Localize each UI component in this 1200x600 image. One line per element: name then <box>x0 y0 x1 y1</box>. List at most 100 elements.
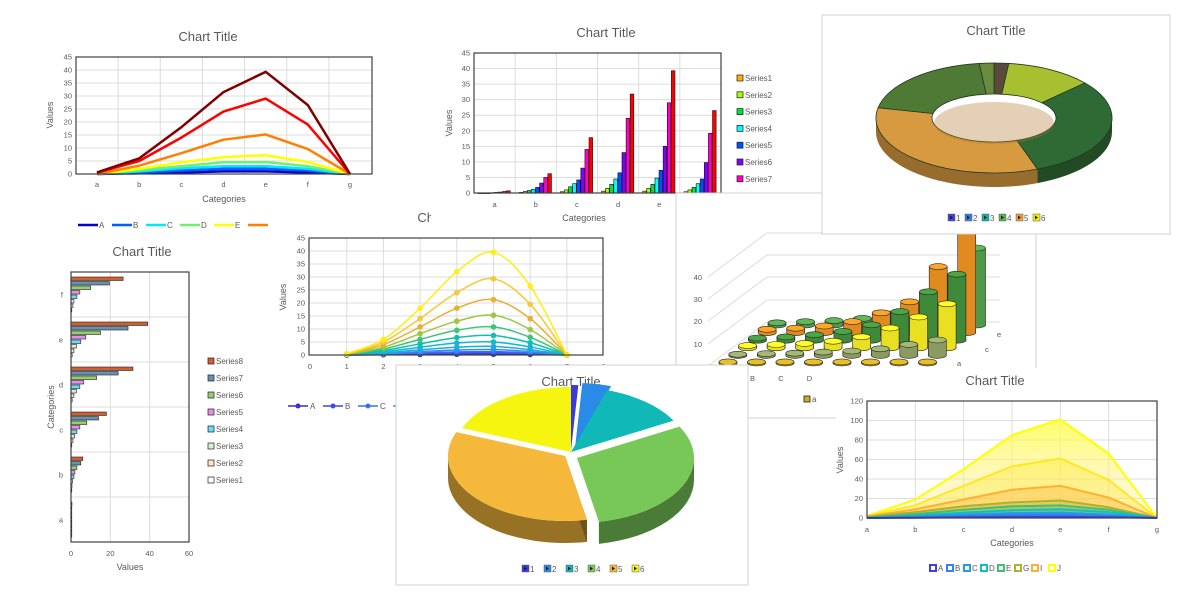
area-line <box>866 484 1158 519</box>
pie-slice[interactable] <box>448 432 587 521</box>
legend-label: a <box>812 395 817 404</box>
legend-label: E <box>235 221 240 230</box>
legend-marker[interactable] <box>207 476 215 484</box>
bar <box>543 177 548 194</box>
doughnut-side <box>876 118 1038 188</box>
bar <box>70 425 81 430</box>
doughnut-chart[interactable]: Chart Title 1 2 3 4 5 6 <box>821 14 1171 235</box>
legend-marker[interactable] <box>1048 564 1056 572</box>
cylinder-top <box>718 358 738 366</box>
legend-marker[interactable] <box>997 564 1005 572</box>
pie-slice[interactable] <box>571 390 674 452</box>
legend-marker[interactable] <box>736 91 744 99</box>
depth-label: a <box>957 359 962 368</box>
legend-marker[interactable] <box>736 74 744 82</box>
y-tick-label: 25 <box>297 286 305 295</box>
y-tick-label: a <box>59 516 64 525</box>
x-tick-label: b <box>913 525 917 534</box>
pie-slice[interactable] <box>462 387 571 452</box>
legend-marker[interactable] <box>207 442 215 450</box>
horizontal-bar-chart[interactable]: Chart Title Values Categories 0 20 40 60 a b c d e f… <box>40 240 280 585</box>
legend-marker[interactable] <box>1031 564 1039 572</box>
legend-marker[interactable] <box>963 564 971 572</box>
legend-glyph-icon <box>546 566 549 571</box>
cylinder-body <box>871 348 889 356</box>
legend-label: B <box>345 402 350 411</box>
legend-marker[interactable] <box>736 108 744 115</box>
doughnut-segment[interactable] <box>1016 82 1113 170</box>
legend-marker[interactable] <box>929 564 937 572</box>
data-point <box>380 336 387 343</box>
bar <box>691 187 696 194</box>
legend-marker[interactable] <box>803 395 811 403</box>
pie-slice[interactable] <box>571 385 579 450</box>
cylinder-top <box>748 334 767 342</box>
legend-marker[interactable] <box>1014 564 1022 572</box>
data-point <box>454 344 460 351</box>
area-chart[interactable]: Chart Title Categories Values 0 20 40 60 80 100 1… <box>835 368 1196 593</box>
legend-marker[interactable] <box>207 408 215 416</box>
doughnut-segment[interactable] <box>875 107 1039 174</box>
x-tick-label: f <box>1108 525 1111 534</box>
legend-marker[interactable] <box>207 425 215 433</box>
area-line <box>866 504 1158 519</box>
doughnut-segment[interactable] <box>877 63 987 114</box>
data-point <box>417 330 423 337</box>
y-tick-label: 10 <box>64 144 72 153</box>
y-tick-label: 45 <box>462 49 470 58</box>
cylinder-top <box>796 318 815 326</box>
legend-marker[interactable] <box>736 158 744 166</box>
x-tick-label: d <box>1010 525 1014 534</box>
doughnut-segment[interactable] <box>978 62 995 95</box>
legend-marker[interactable] <box>736 125 744 132</box>
cylinder-top <box>889 358 909 366</box>
plot-area-border <box>308 237 604 356</box>
legend-marker[interactable] <box>207 391 215 399</box>
legend-marker[interactable] <box>207 459 215 467</box>
cylinder-top <box>861 358 880 366</box>
legend-marker[interactable] <box>736 175 744 183</box>
legend-label: Series7 <box>745 175 773 184</box>
chart-title: Chart Title <box>966 23 1025 38</box>
pie-slice[interactable] <box>577 426 695 522</box>
legend-label: 6 <box>1041 214 1046 223</box>
column-chart[interactable]: Chart Title Categories Values 0 5 10 15 20 25 30 3… <box>431 12 821 228</box>
legend-marker[interactable] <box>207 357 215 365</box>
z-tick-label: 40 <box>694 273 702 282</box>
bar <box>70 420 88 425</box>
bar <box>70 330 101 335</box>
bar <box>576 179 581 194</box>
legend-label: 2 <box>973 214 978 223</box>
legend-marker[interactable] <box>207 374 215 382</box>
legend-marker[interactable] <box>946 564 954 572</box>
cylinder-body <box>910 317 927 348</box>
legend-marker[interactable] <box>980 564 988 572</box>
x-category-label: C <box>778 374 784 383</box>
gridline <box>707 276 1000 322</box>
legend-label: A <box>310 402 316 411</box>
data-point <box>454 269 460 275</box>
legend-label: Series8 <box>216 357 244 366</box>
bar <box>70 416 99 421</box>
bar <box>539 182 544 194</box>
y-tick-label: 40 <box>855 475 863 484</box>
bar <box>70 380 85 385</box>
y-axis-title: Values <box>278 283 288 310</box>
pie-slice-side <box>598 458 694 544</box>
y-tick-label: 20 <box>297 299 305 308</box>
legend-glyph-icon <box>1018 215 1021 220</box>
legend-marker[interactable] <box>736 141 744 149</box>
legend-label: 5 <box>1024 214 1029 223</box>
x-tick-label: 40 <box>145 549 153 558</box>
legend-glyph-icon <box>568 566 571 571</box>
plot-area-border <box>473 52 722 194</box>
line-chart-top-left[interactable]: Chart Title Categories Values 0 5 10 15 20 25 30 3… <box>40 15 390 240</box>
x-tick-label: g <box>1155 525 1159 534</box>
series-line <box>96 97 351 175</box>
x-tick-label: 2 <box>381 362 385 371</box>
y-tick-label: 5 <box>466 173 470 182</box>
legend-label: Series6 <box>745 158 773 167</box>
bar <box>613 178 618 194</box>
gridline <box>707 254 1000 300</box>
